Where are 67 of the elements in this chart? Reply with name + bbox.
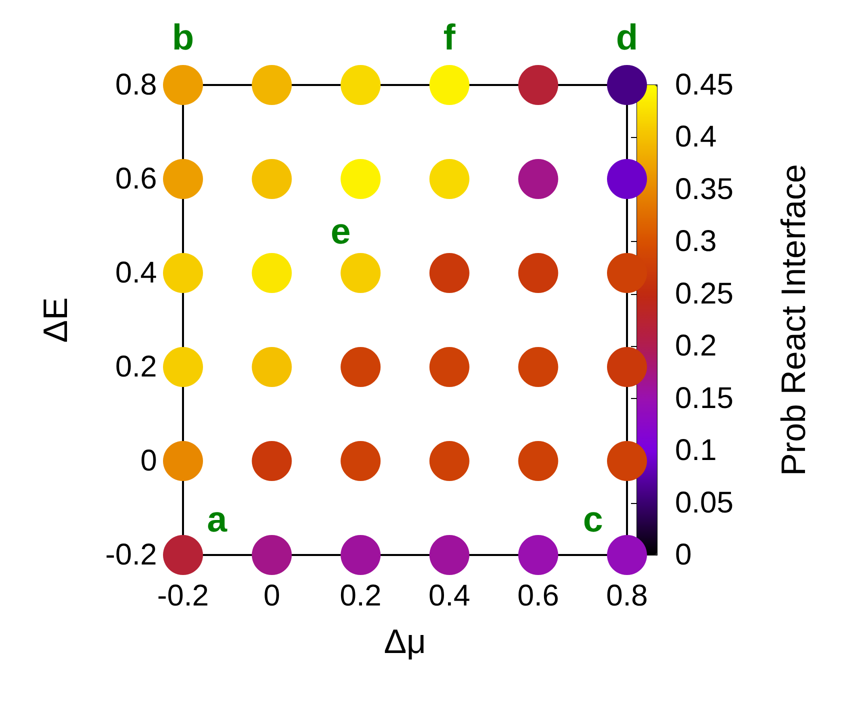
point: [607, 253, 647, 293]
point: [518, 65, 558, 105]
point: [340, 253, 381, 293]
point: [252, 159, 292, 199]
point: [163, 441, 203, 481]
point: [252, 535, 292, 575]
point: [429, 347, 470, 387]
y-tick-label: 0.2: [115, 350, 157, 384]
y-tick-label: 0.6: [115, 162, 157, 196]
annotation: a: [206, 498, 228, 540]
point: [340, 535, 381, 575]
x-tick-label: 0.2: [340, 580, 382, 612]
point: [163, 347, 203, 387]
point: [252, 65, 292, 105]
point: [607, 441, 647, 481]
color-bar-title: Prob React Interface: [775, 164, 813, 476]
point: [340, 347, 381, 387]
color-bar-label: 0.15: [675, 382, 734, 415]
y-tick-label: 0: [140, 444, 157, 478]
color-bar-label: 0.1: [675, 434, 717, 468]
point: [607, 535, 647, 575]
point: [607, 65, 647, 105]
point: [163, 535, 203, 575]
point: [340, 65, 381, 105]
annotation: e: [330, 210, 351, 252]
point: [252, 253, 292, 293]
point: [518, 159, 558, 199]
point: [429, 65, 470, 105]
x-tick-label: 0.6: [517, 580, 560, 612]
point: [163, 159, 203, 199]
point: [518, 253, 558, 293]
point: [429, 159, 470, 199]
point: [429, 535, 470, 575]
point: [163, 253, 203, 293]
x-tick-label: 0.8: [606, 580, 648, 612]
y-tick-label: 0.4: [115, 256, 157, 290]
annotation: d: [616, 16, 638, 58]
color-bar-label: 0: [675, 538, 692, 572]
point: [607, 159, 647, 199]
x-tick-label: -0.2: [157, 580, 209, 612]
point: [252, 347, 292, 387]
annotation: f: [443, 16, 456, 58]
color-bar-label: 0.3: [675, 225, 717, 258]
y-tick-label: -0.2: [105, 538, 157, 572]
point: [429, 253, 470, 293]
point: [252, 441, 292, 481]
point: [340, 441, 381, 481]
color-bar-label: 0.4: [675, 120, 717, 154]
color-bar-label: 0.2: [675, 330, 717, 363]
point: [607, 347, 647, 387]
x-axis-title: Δμ: [384, 623, 426, 661]
color-bar-label: 0.35: [675, 172, 734, 206]
point: [518, 535, 558, 575]
color-bar-label: 0.05: [675, 486, 734, 520]
color-bar-label: 0.45: [675, 68, 734, 102]
point: [163, 65, 203, 105]
point: [518, 441, 558, 481]
point: [518, 347, 558, 387]
annotation: c: [582, 498, 604, 540]
x-tick-label: 0: [263, 580, 280, 612]
annotation: b: [172, 16, 194, 58]
y-axis-title: ΔE: [37, 297, 75, 343]
point: [340, 159, 381, 199]
x-tick-label: 0.4: [428, 580, 470, 612]
y-tick-label: 0.8: [115, 68, 157, 102]
point: [429, 441, 470, 481]
color-bar-label: 0.25: [675, 277, 734, 310]
